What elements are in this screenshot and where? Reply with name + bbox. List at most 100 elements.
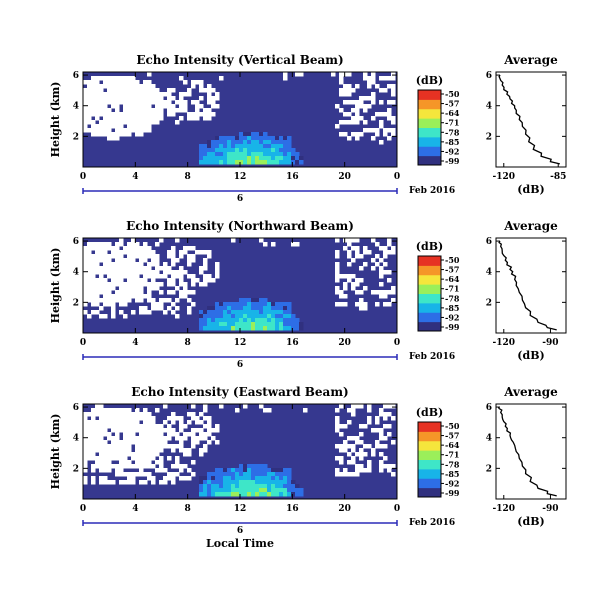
missing-cell <box>111 100 116 105</box>
missing-cell <box>127 290 132 295</box>
missing-cell <box>343 440 348 445</box>
echo-cell <box>263 298 268 303</box>
missing-cell <box>139 278 144 283</box>
missing-cell <box>119 120 124 125</box>
missing-cell <box>107 120 112 125</box>
missing-cell <box>391 84 396 89</box>
missing-cell <box>83 416 88 421</box>
missing-cell <box>179 104 184 109</box>
missing-cell <box>119 448 124 453</box>
echo-cell <box>211 480 216 485</box>
missing-cell <box>127 254 132 259</box>
missing-cell <box>143 104 148 109</box>
echo-cell <box>291 492 296 497</box>
missing-cell <box>131 270 136 275</box>
missing-cell <box>391 132 396 137</box>
missing-cell <box>111 116 116 121</box>
missing-cell <box>103 80 108 85</box>
missing-cell <box>123 132 128 137</box>
echo-cell <box>283 144 288 149</box>
missing-cell <box>383 112 388 117</box>
echo-cell <box>215 322 220 327</box>
missing-cell <box>151 452 156 457</box>
missing-cell <box>343 72 348 77</box>
missing-cell <box>163 104 168 109</box>
missing-cell <box>83 412 88 417</box>
missing-cell <box>103 424 108 429</box>
missing-cell <box>195 108 200 113</box>
missing-cell <box>155 440 160 445</box>
echo-cell <box>227 318 232 323</box>
echo-cell <box>259 326 264 331</box>
missing-cell <box>191 428 196 433</box>
missing-cell <box>159 448 164 453</box>
missing-cell <box>123 294 128 299</box>
missing-cell <box>179 92 184 97</box>
echo-cell <box>231 488 236 493</box>
missing-cell <box>143 88 148 93</box>
missing-cell <box>391 286 396 291</box>
missing-cell <box>147 88 152 93</box>
missing-cell <box>391 440 396 445</box>
missing-cell <box>107 88 112 93</box>
missing-cell <box>335 468 340 473</box>
echo-cell <box>291 156 296 161</box>
echo-cell <box>199 152 204 157</box>
missing-cell <box>107 464 112 469</box>
echo-cell <box>251 326 256 331</box>
echo-cell <box>251 472 256 477</box>
echo-cell <box>211 484 216 489</box>
echo-cell <box>255 148 260 153</box>
colorbar-segment <box>418 440 441 451</box>
missing-cell <box>347 250 352 255</box>
missing-cell <box>99 476 104 481</box>
echo-cell <box>279 322 284 327</box>
missing-cell <box>107 274 112 279</box>
missing-cell <box>119 456 124 461</box>
missing-cell <box>119 270 124 275</box>
echo-cell <box>235 160 240 165</box>
echo-cell <box>263 468 268 473</box>
echo-cell <box>259 472 264 477</box>
missing-cell <box>187 420 192 425</box>
missing-cell <box>163 274 168 279</box>
echo-cell <box>267 140 272 145</box>
echo-cell <box>295 156 300 161</box>
missing-cell <box>127 262 132 267</box>
echo-cell <box>223 472 228 477</box>
missing-cell <box>91 242 96 247</box>
echo-cell <box>207 140 212 145</box>
missing-cell <box>95 262 100 267</box>
missing-cell <box>383 444 388 449</box>
missing-cell <box>111 412 116 417</box>
echo-cell <box>271 152 276 157</box>
missing-cell <box>151 298 156 303</box>
echo-cell <box>207 322 212 327</box>
echo-cell <box>291 314 296 319</box>
echo-cell <box>227 468 232 473</box>
missing-cell <box>119 464 124 469</box>
missing-cell <box>91 282 96 287</box>
missing-cell <box>199 96 204 101</box>
missing-cell <box>123 100 128 105</box>
echo-cell <box>255 480 260 485</box>
missing-cell <box>195 420 200 425</box>
missing-cell <box>179 274 184 279</box>
missing-cell <box>87 254 92 259</box>
echo-cell <box>287 306 292 311</box>
echo-cell <box>279 326 284 331</box>
missing-cell <box>123 480 128 485</box>
missing-cell <box>107 84 112 89</box>
missing-cell <box>103 104 108 109</box>
missing-cell <box>103 302 108 307</box>
missing-cell <box>135 92 140 97</box>
echo-cell <box>247 322 252 327</box>
echo-cell <box>263 322 268 327</box>
y-axis-label: Height (km) <box>49 248 62 324</box>
missing-cell <box>135 282 140 287</box>
echo-cell <box>231 326 236 331</box>
echo-cell <box>243 488 248 493</box>
y-axis-label: Height (km) <box>49 82 62 158</box>
echo-cell <box>199 156 204 161</box>
